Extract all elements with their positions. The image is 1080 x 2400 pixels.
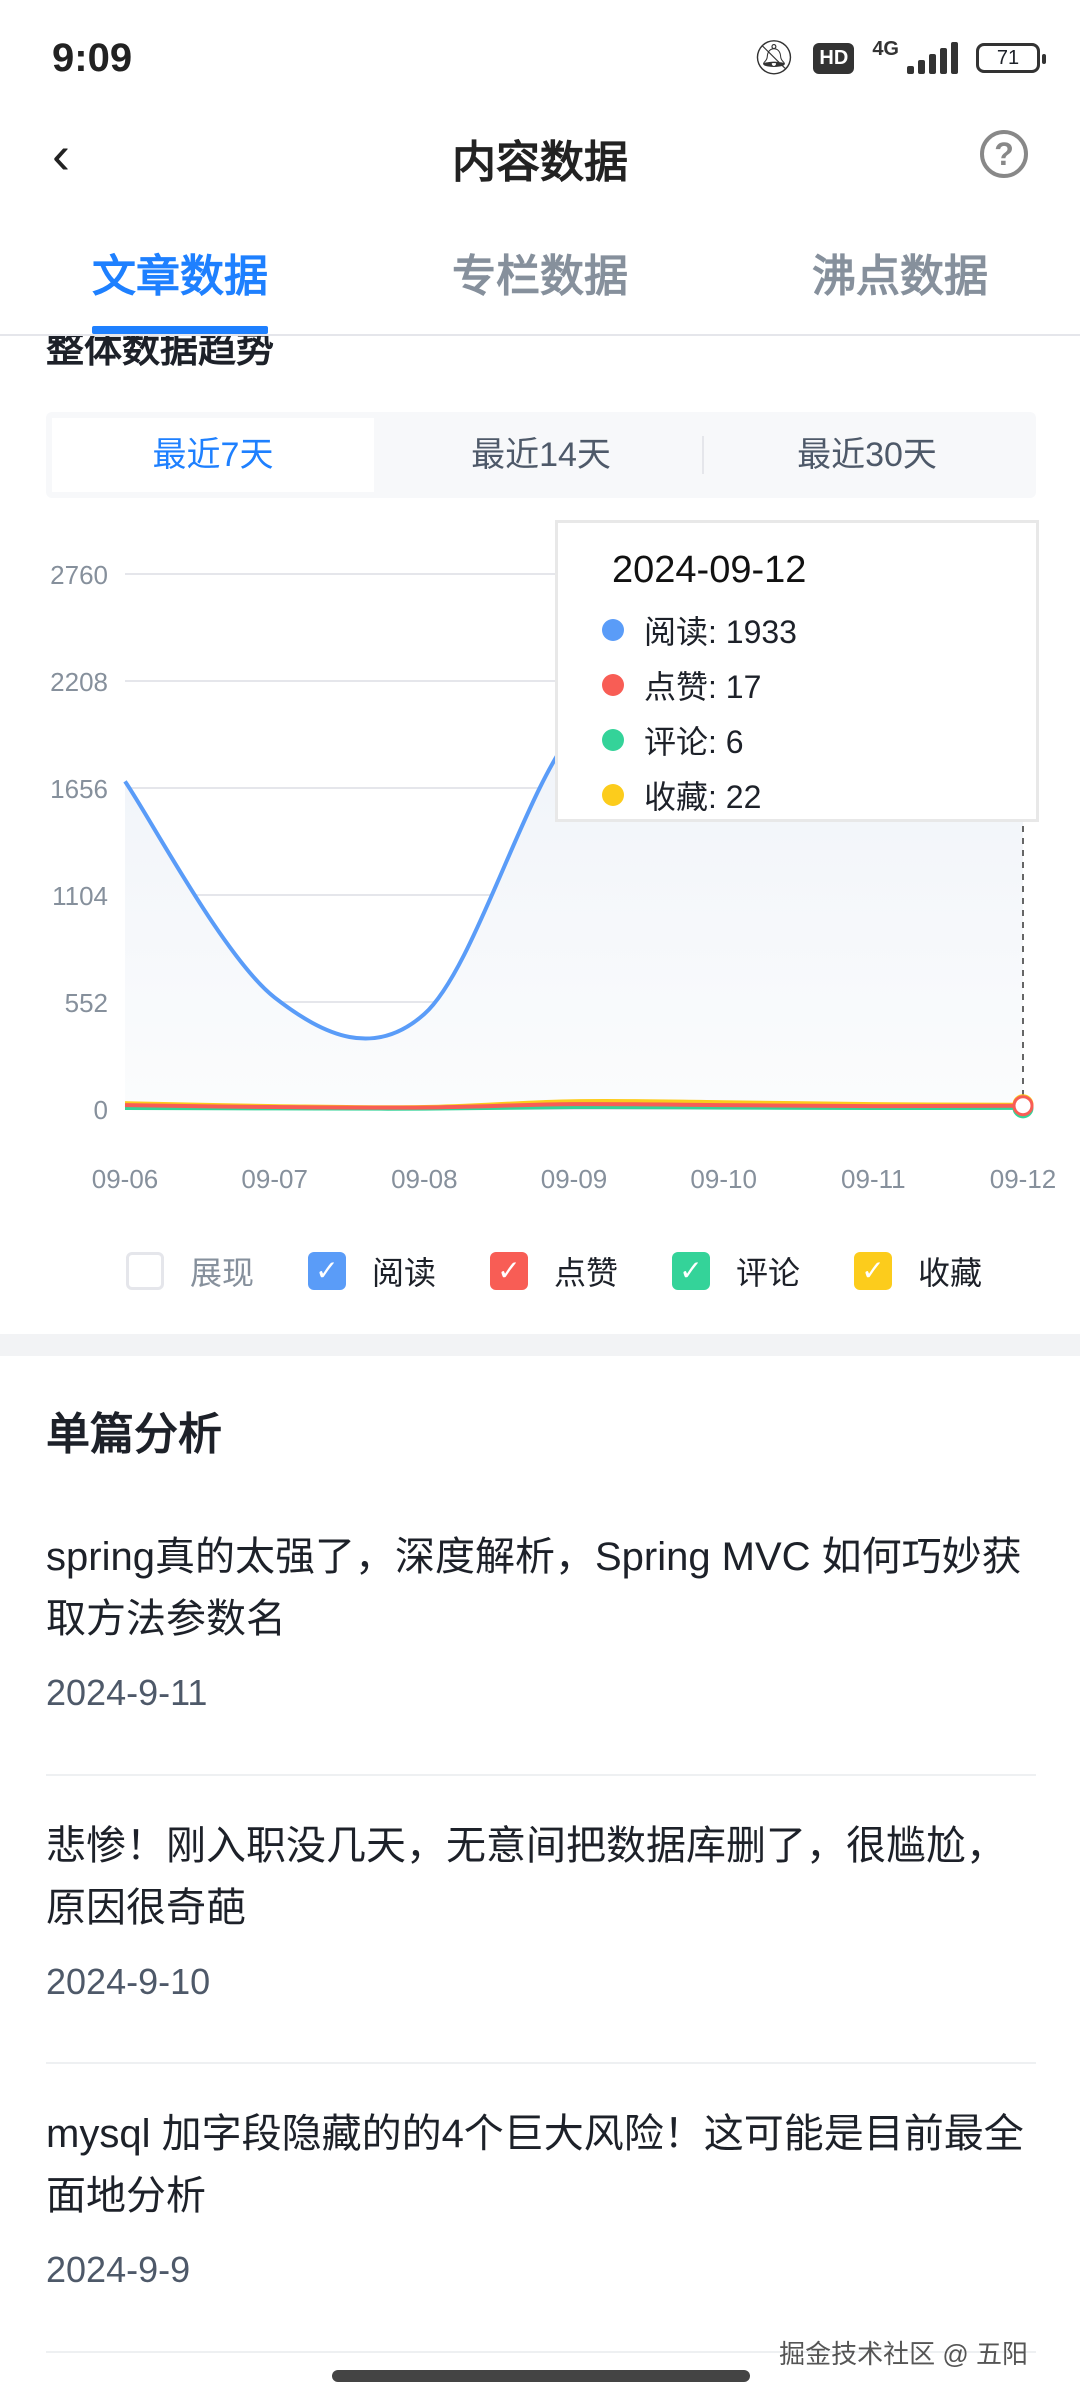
tooltip-value: 收藏: 22 <box>644 778 762 815</box>
y-tick-label: 1104 <box>52 881 108 911</box>
home-indicator[interactable] <box>332 2370 750 2382</box>
section-title: 整体数据趋势 <box>46 329 275 371</box>
range-7-days[interactable]: 最近7天 <box>52 418 374 492</box>
legend-item[interactable]: ✓ 点赞 <box>490 1248 672 1294</box>
data-point <box>1012 1095 1034 1117</box>
tooltip-value: 阅读: 1933 <box>644 613 797 650</box>
tooltip-row: 评论: 6 <box>602 712 1036 767</box>
article-date: 2024-9-9 <box>46 2249 191 2290</box>
x-tick-label: 09-08 <box>391 1164 458 1194</box>
y-tick-label: 2760 <box>50 560 108 590</box>
x-tick-label: 09-06 <box>92 1164 159 1194</box>
x-tick-label: 09-12 <box>990 1164 1057 1194</box>
series-dot <box>602 618 624 641</box>
x-tick-label: 09-07 <box>241 1164 308 1194</box>
article-title: spring真的太强了，深度解析，Spring MVC 如何巧妙获取方法参数名 <box>46 1535 1022 1641</box>
bell-off-icon: 🔕︎ <box>752 39 796 77</box>
question-circle-icon[interactable]: ? <box>980 130 1028 178</box>
section-separator <box>0 1334 1080 1356</box>
range-selector: 最近7天 最近14天 最近30天 <box>46 412 1036 498</box>
article-item[interactable]: mysql 加字段隐藏的的4个巨大风险！这可能是目前最全面地分析 2024-9-… <box>46 2103 1036 2291</box>
y-tick-label: 1656 <box>50 774 108 804</box>
tooltip-row: 收藏: 22 <box>602 767 1036 822</box>
signal-icon <box>907 42 958 74</box>
y-tick-label: 2208 <box>50 667 108 697</box>
series-dot <box>602 783 624 806</box>
tab-article-data[interactable]: 文章数据 <box>92 252 268 301</box>
status-time: 9:09 <box>52 36 133 80</box>
article-item[interactable]: spring真的太强了，深度解析，Spring MVC 如何巧妙获取方法参数名 … <box>46 1526 1036 1714</box>
article-date: 2024-9-10 <box>46 1961 211 2002</box>
article-title: 悲惨！刚入职没几天，无意间把数据库删了，很尴尬，原因很奇葩 <box>46 1824 1006 1930</box>
y-tick-label: 552 <box>65 988 108 1018</box>
header: ‹ 内容数据 ? <box>0 120 1080 190</box>
divider <box>702 436 704 474</box>
series-dot <box>602 728 624 751</box>
tooltip-row: 点赞: 17 <box>602 657 1036 712</box>
tooltip-value: 评论: 6 <box>644 723 744 760</box>
battery-icon: 71 <box>976 43 1046 73</box>
divider <box>46 2062 1036 2064</box>
legend-label: 收藏 <box>918 1255 983 1291</box>
legend-label: 展现 <box>190 1255 255 1291</box>
legend-label: 评论 <box>736 1255 801 1291</box>
x-tick-label: 09-09 <box>541 1164 608 1194</box>
active-tab-indicator <box>92 326 268 334</box>
series-line-点赞 <box>124 1102 1024 1110</box>
tooltip-row: 阅读: 1933 <box>602 602 1036 657</box>
checkbox-checked-icon[interactable]: ✓ <box>854 1252 892 1290</box>
content-tabs: 文章数据 专栏数据 沸点数据 <box>0 200 1080 336</box>
checkbox-icon[interactable] <box>126 1252 164 1290</box>
legend-item[interactable]: ✓ 评论 <box>672 1248 854 1294</box>
range-14-days[interactable]: 最近14天 <box>471 436 611 474</box>
page-title: 内容数据 <box>452 138 628 187</box>
analysis-title: 单篇分析 <box>46 1410 222 1459</box>
y-tick-label: 0 <box>94 1095 108 1125</box>
x-tick-label: 09-10 <box>690 1164 757 1194</box>
series-dot <box>602 673 624 696</box>
chevron-left-icon[interactable]: ‹ <box>52 125 70 185</box>
checkbox-checked-icon[interactable]: ✓ <box>672 1252 710 1290</box>
watermark: 掘金技术社区 @ 五阳 <box>779 2339 1028 2369</box>
article-item[interactable]: 悲惨！刚入职没几天，无意间把数据库删了，很尴尬，原因很奇葩 2024-9-10 <box>46 1815 1036 2003</box>
tooltip-date: 2024-09-12 <box>612 549 807 591</box>
hd-icon: HD <box>813 42 855 74</box>
divider <box>46 1774 1036 1776</box>
chart-tooltip: 2024-09-12 阅读: 1933 点赞: 17 评论: 6 收藏: 22 <box>555 520 1039 822</box>
x-tick-label: 09-11 <box>841 1164 906 1194</box>
article-title: mysql 加字段隐藏的的4个巨大风险！这可能是目前最全面地分析 <box>46 2112 1024 2218</box>
legend-item[interactable]: ✓ 收藏 <box>854 1248 1036 1294</box>
status-bar: 9:09 🔕︎ HD 4G 71 <box>0 0 1080 120</box>
checkbox-checked-icon[interactable]: ✓ <box>490 1252 528 1290</box>
checkbox-checked-icon[interactable]: ✓ <box>308 1252 346 1290</box>
chart-legend: 展现 ✓ 阅读 ✓ 点赞 ✓ 评论 ✓ 收藏 <box>126 1248 1036 1294</box>
legend-item[interactable]: 展现 <box>126 1248 308 1294</box>
network-type: 4G <box>872 38 899 60</box>
divider <box>46 2351 1036 2353</box>
legend-label: 阅读 <box>372 1255 437 1291</box>
legend-item[interactable]: ✓ 阅读 <box>308 1248 490 1294</box>
range-30-days[interactable]: 最近30天 <box>797 436 937 474</box>
tooltip-value: 点赞: 17 <box>644 668 762 705</box>
tab-column-data[interactable]: 专栏数据 <box>452 252 628 301</box>
legend-label: 点赞 <box>554 1255 619 1291</box>
tab-pin-data[interactable]: 沸点数据 <box>812 252 988 301</box>
article-date: 2024-9-11 <box>46 1672 208 1713</box>
